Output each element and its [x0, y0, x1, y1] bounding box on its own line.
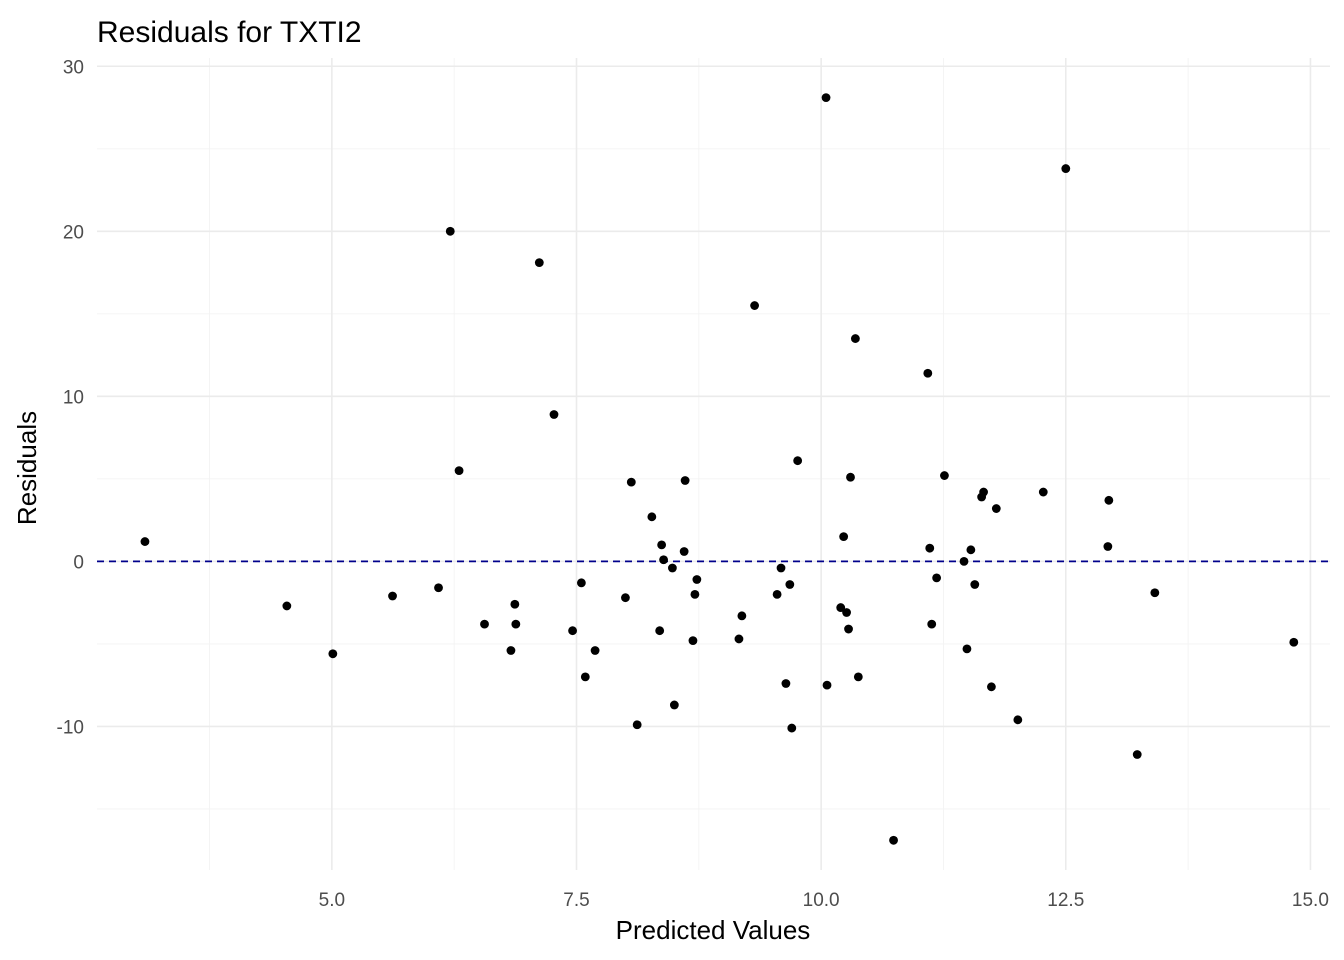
data-point — [970, 580, 980, 589]
data-point — [434, 583, 443, 593]
data-point — [923, 368, 933, 378]
data-point — [549, 410, 559, 419]
x-axis-label: Predicted Values — [616, 915, 811, 945]
data-point — [750, 301, 759, 310]
x-tick-label: 12.5 — [1047, 890, 1084, 911]
data-point — [445, 226, 455, 236]
data-point — [580, 672, 590, 682]
data-point — [282, 601, 292, 611]
y-axis-label: Residuals — [12, 411, 42, 525]
data-point — [1061, 164, 1071, 173]
data-point — [626, 477, 636, 487]
data-point — [927, 619, 937, 629]
data-point — [987, 682, 996, 692]
y-tick-label: 0 — [73, 552, 84, 573]
data-point — [734, 634, 744, 644]
data-point — [669, 700, 679, 710]
data-point — [842, 608, 851, 617]
data-point — [534, 258, 544, 268]
data-point — [388, 591, 397, 601]
y-tick-labels: -10 0 10 20 30 — [57, 57, 84, 738]
data-point — [480, 619, 489, 629]
data-point — [506, 646, 516, 655]
data-point — [590, 646, 600, 655]
data-point — [966, 545, 976, 555]
data-point — [328, 649, 338, 659]
x-tick-label: 15.0 — [1292, 890, 1329, 911]
data-point — [668, 563, 677, 573]
data-point — [793, 456, 803, 466]
data-point — [925, 543, 935, 553]
y-tick-label: 20 — [63, 222, 84, 243]
x-tick-label: 10.0 — [803, 890, 840, 911]
y-tick-label: -10 — [57, 717, 84, 738]
data-point — [787, 723, 797, 733]
data-point — [991, 504, 1001, 513]
data-point — [839, 532, 849, 542]
data-point — [776, 563, 786, 573]
data-point — [1103, 542, 1113, 551]
data-point — [1132, 750, 1142, 759]
data-point — [850, 334, 860, 343]
data-point — [1289, 637, 1299, 647]
data-point — [688, 636, 698, 645]
y-tick-label: 10 — [63, 387, 84, 408]
x-tick-labels: 5.0 7.5 10.0 12.5 15.0 — [319, 890, 1329, 911]
data-point — [690, 589, 700, 599]
data-point — [821, 93, 831, 103]
data-point — [959, 556, 969, 566]
data-point — [576, 578, 586, 588]
data-point — [836, 603, 846, 612]
data-point — [772, 589, 782, 599]
chart-title: Residuals for TXTI2 — [97, 16, 362, 49]
data-points — [140, 93, 1299, 845]
data-point — [680, 476, 690, 485]
data-point — [679, 547, 689, 556]
data-point — [979, 487, 988, 497]
data-point — [737, 611, 747, 621]
data-point — [510, 599, 520, 609]
data-point — [853, 672, 863, 682]
data-point — [454, 466, 464, 476]
x-tick-label: 7.5 — [563, 890, 589, 911]
data-point — [659, 555, 668, 565]
data-point — [844, 624, 853, 634]
data-point — [568, 626, 577, 636]
data-point — [822, 680, 832, 690]
data-point — [632, 720, 642, 730]
data-point — [940, 471, 949, 480]
data-point — [657, 540, 667, 550]
x-tick-label: 5.0 — [319, 890, 345, 911]
data-point — [621, 593, 630, 603]
data-point — [692, 575, 702, 584]
data-point — [1150, 588, 1160, 598]
data-point — [1013, 715, 1023, 725]
data-point — [647, 512, 657, 522]
data-point — [785, 580, 795, 589]
data-point — [1038, 487, 1048, 497]
data-point — [1104, 495, 1114, 505]
grid-lines — [97, 58, 1330, 870]
data-point — [140, 537, 150, 546]
y-tick-label: 30 — [63, 57, 84, 78]
data-point — [932, 573, 942, 583]
data-point — [889, 835, 898, 845]
data-point — [846, 472, 855, 482]
data-point — [781, 679, 791, 688]
data-point — [511, 619, 521, 629]
data-point — [655, 626, 665, 636]
data-point — [962, 644, 972, 654]
